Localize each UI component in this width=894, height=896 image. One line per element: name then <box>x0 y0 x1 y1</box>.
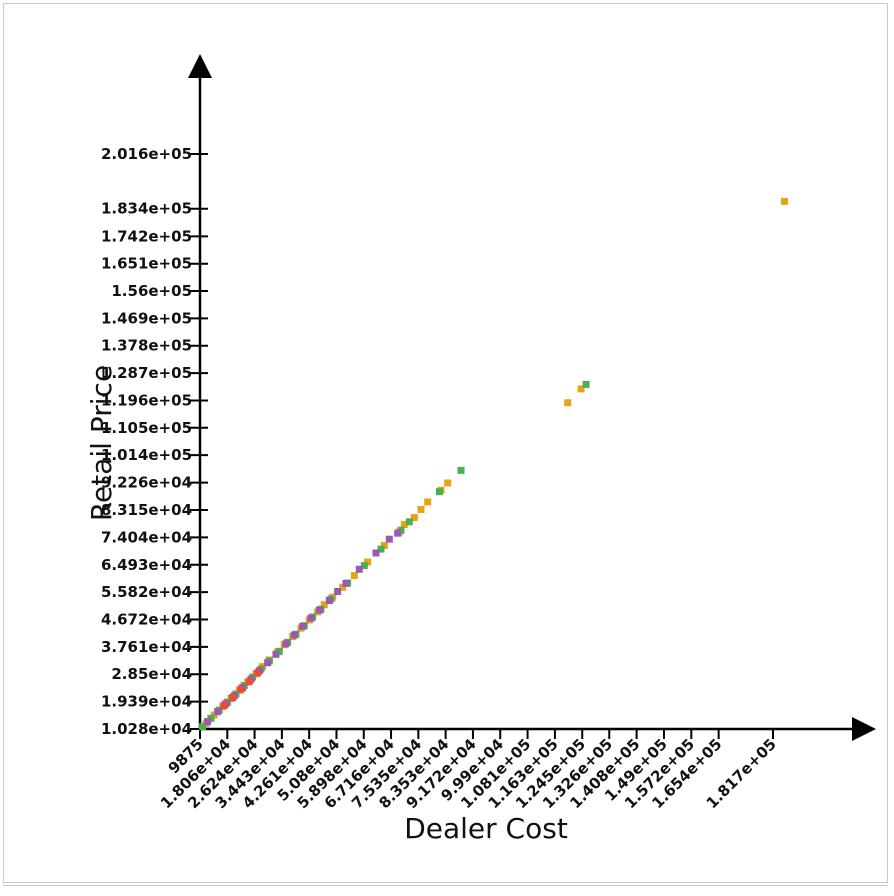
y-tick-label: 9.226e+04 <box>101 474 192 492</box>
data-point <box>339 583 347 591</box>
y-tick-label: 1.742e+05 <box>101 227 192 245</box>
data-point <box>781 197 789 205</box>
data-point <box>564 399 572 407</box>
y-tick-label: 1.834e+05 <box>101 200 192 218</box>
data-point <box>400 520 408 528</box>
y-tick-label: 1.56e+05 <box>111 282 192 300</box>
data-point <box>342 579 350 587</box>
y-tick-label: 1.651e+05 <box>101 255 192 273</box>
data-point <box>204 718 212 726</box>
y-tick-label: 2.85e+04 <box>111 665 192 683</box>
data-point <box>444 479 452 487</box>
data-point <box>229 694 237 702</box>
y-tick-label: 3.761e+04 <box>101 638 192 656</box>
y-ticks: 1.028e+04 1.939e+04 2.85e+04 3.761e+04 4.672… <box>101 145 208 738</box>
data-points <box>199 197 789 731</box>
x-ticks: 98751.806e+042.624e+043.443e+044.261e+04… <box>157 729 780 812</box>
data-point <box>325 597 333 605</box>
data-point <box>299 622 307 630</box>
data-point <box>360 562 368 570</box>
y-tick-label: 7.404e+04 <box>101 528 192 546</box>
data-point <box>214 708 222 716</box>
data-point <box>577 385 585 393</box>
data-point <box>377 545 385 553</box>
y-tick-label: 1.014e+05 <box>101 446 192 464</box>
y-tick-label: 8.315e+04 <box>101 501 192 519</box>
data-point <box>417 505 425 513</box>
data-point <box>372 549 380 557</box>
data-point <box>394 529 402 537</box>
data-point <box>364 558 372 566</box>
data-point <box>290 631 298 639</box>
y-tick-label: 1.105e+05 <box>101 419 192 437</box>
data-point <box>307 614 315 622</box>
y-tick-label: 4.672e+04 <box>101 610 192 628</box>
data-point <box>355 565 363 573</box>
data-point <box>264 659 272 667</box>
data-point <box>424 498 432 506</box>
x-axis-title: Dealer Cost <box>404 812 568 845</box>
data-point <box>237 685 245 693</box>
y-tick-label: 1.028e+04 <box>101 720 192 738</box>
data-point <box>350 572 358 580</box>
data-point <box>254 669 262 677</box>
data-point <box>405 518 413 526</box>
y-tick-label: 1.196e+05 <box>101 391 192 409</box>
data-point <box>282 640 290 648</box>
data-point <box>385 535 393 543</box>
y-axis-arrow <box>188 54 212 78</box>
data-point <box>245 677 253 685</box>
bottom-strip <box>3 885 888 896</box>
data-point <box>582 380 590 388</box>
data-point <box>220 701 228 709</box>
data-point <box>199 723 207 731</box>
data-point <box>457 466 465 474</box>
y-tick-label: 5.582e+04 <box>101 583 192 601</box>
data-point <box>435 488 443 496</box>
data-point <box>380 542 388 550</box>
y-tick-label: 1.939e+04 <box>101 693 192 711</box>
x-axis-arrow <box>852 717 876 741</box>
y-tick-label: 1.287e+05 <box>101 364 192 382</box>
y-tick-label: 6.493e+04 <box>101 556 192 574</box>
y-tick-label: 2.016e+05 <box>101 145 192 163</box>
data-point <box>410 514 418 522</box>
data-point <box>334 587 342 595</box>
data-point <box>272 650 280 658</box>
data-point <box>315 606 323 614</box>
y-tick-label: 1.469e+05 <box>101 309 192 327</box>
y-tick-label: 1.378e+05 <box>101 337 192 355</box>
y-axis-title: Retail Price <box>85 365 118 521</box>
data-point <box>320 601 328 609</box>
